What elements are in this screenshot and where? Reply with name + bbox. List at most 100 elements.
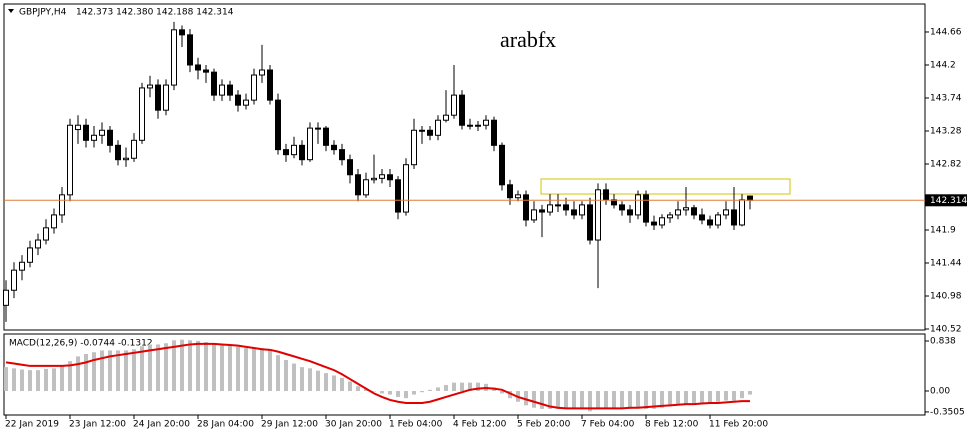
- macd-bar: [348, 381, 352, 392]
- macd-bar: [196, 340, 200, 392]
- y-tick-label: 144.66: [930, 27, 962, 37]
- candle-body: [595, 189, 601, 241]
- macd-bar: [652, 391, 656, 409]
- candle-body: [627, 209, 633, 216]
- macd-y-tick-label: -0.3505: [930, 407, 965, 417]
- candle-body: [467, 124, 473, 127]
- macd-bar: [172, 340, 176, 392]
- candle-body: [243, 99, 249, 106]
- candle-body: [3, 289, 9, 306]
- candle-body: [195, 64, 201, 71]
- candle-body: [571, 209, 577, 216]
- macd-bar: [556, 391, 560, 409]
- main-frame: [3, 3, 926, 331]
- candle-body: [275, 99, 281, 151]
- macd-bar: [180, 339, 184, 392]
- candle-body: [563, 204, 569, 211]
- macd-bar: [628, 391, 632, 409]
- candle-body: [395, 179, 401, 213]
- candle-body: [299, 144, 305, 161]
- macd-bar: [76, 356, 80, 392]
- macd-bar: [604, 391, 608, 409]
- x-tick-label: 24 Jan 20:00: [133, 420, 190, 430]
- candle-body: [579, 204, 585, 216]
- macd-bar: [380, 391, 384, 394]
- y-tick-label: 141.9: [930, 225, 956, 235]
- candle-body: [547, 204, 553, 213]
- macd-bar: [236, 346, 240, 392]
- candle-body: [219, 84, 225, 96]
- macd-bar: [68, 361, 72, 392]
- macd-bar: [404, 391, 408, 399]
- macd-bar: [260, 348, 264, 392]
- candle-body: [675, 209, 681, 216]
- dropdown-icon[interactable]: [8, 9, 14, 13]
- candle-body: [435, 119, 441, 136]
- candle-body: [43, 227, 49, 241]
- ohlc-header: 142.373 142.380 142.188 142.314: [76, 8, 234, 18]
- macd-bar: [92, 352, 96, 392]
- macd-bar: [612, 391, 616, 409]
- macd-signal: [5, 342, 750, 410]
- macd-bar: [444, 385, 448, 392]
- candle-body: [723, 209, 729, 216]
- macd-bar: [204, 342, 208, 392]
- candle-body: [459, 94, 465, 126]
- x-tick-label: 28 Jan 04:00: [197, 420, 254, 430]
- candle-body: [211, 71, 217, 96]
- macd-bar: [324, 373, 328, 392]
- price-tag: [925, 194, 967, 207]
- candle-body: [739, 199, 745, 226]
- macd-bar: [532, 391, 536, 408]
- macd-bar: [12, 368, 16, 392]
- macd-bar: [108, 350, 112, 392]
- macd-bar: [284, 359, 288, 392]
- candle-body: [451, 94, 457, 116]
- macd-label: MACD(12,26,9) -0.0744 -0.1312: [9, 339, 153, 349]
- macd-bar: [420, 391, 424, 393]
- macd-bar: [52, 368, 56, 392]
- macd-bar: [28, 370, 32, 392]
- y-tick-label: 141.44: [930, 258, 962, 268]
- candle-body: [699, 214, 705, 221]
- candle-body: [315, 127, 321, 130]
- y-tick-label: 140.52: [930, 324, 962, 334]
- candle-body: [683, 207, 689, 211]
- macd-bar: [684, 391, 688, 405]
- macd-bar: [748, 391, 752, 395]
- macd-bar: [132, 349, 136, 392]
- macd-bar: [36, 370, 40, 392]
- candle-body: [67, 124, 73, 196]
- macd-bar: [388, 391, 392, 395]
- candle-body: [51, 214, 57, 229]
- candle-body: [227, 84, 233, 96]
- macd-bar: [44, 368, 48, 392]
- macd-bar: [164, 343, 168, 392]
- candle-body: [187, 34, 193, 66]
- macd-bar: [364, 388, 368, 392]
- candle-body: [283, 149, 289, 156]
- macd-bar: [620, 391, 624, 409]
- macd-bar: [316, 370, 320, 392]
- candle-body: [619, 204, 625, 211]
- candle-body: [371, 177, 377, 181]
- macd-bar: [716, 391, 720, 402]
- candle-body: [707, 219, 713, 226]
- candle-body: [179, 29, 185, 36]
- macd-bar: [340, 377, 344, 392]
- macd-bar: [564, 391, 568, 409]
- macd-bar: [356, 386, 360, 392]
- candle-body: [427, 129, 433, 136]
- macd-bar: [644, 391, 648, 409]
- candle-body: [291, 144, 297, 156]
- macd-bar: [572, 391, 576, 409]
- candle-body: [99, 129, 105, 136]
- macd-bar: [84, 353, 88, 392]
- candle-body: [587, 204, 593, 241]
- macd-bar: [700, 391, 704, 403]
- candle-body: [403, 164, 409, 213]
- y-tick-label: 143.74: [930, 93, 962, 103]
- macd-bar: [476, 382, 480, 392]
- candle-body: [75, 124, 81, 131]
